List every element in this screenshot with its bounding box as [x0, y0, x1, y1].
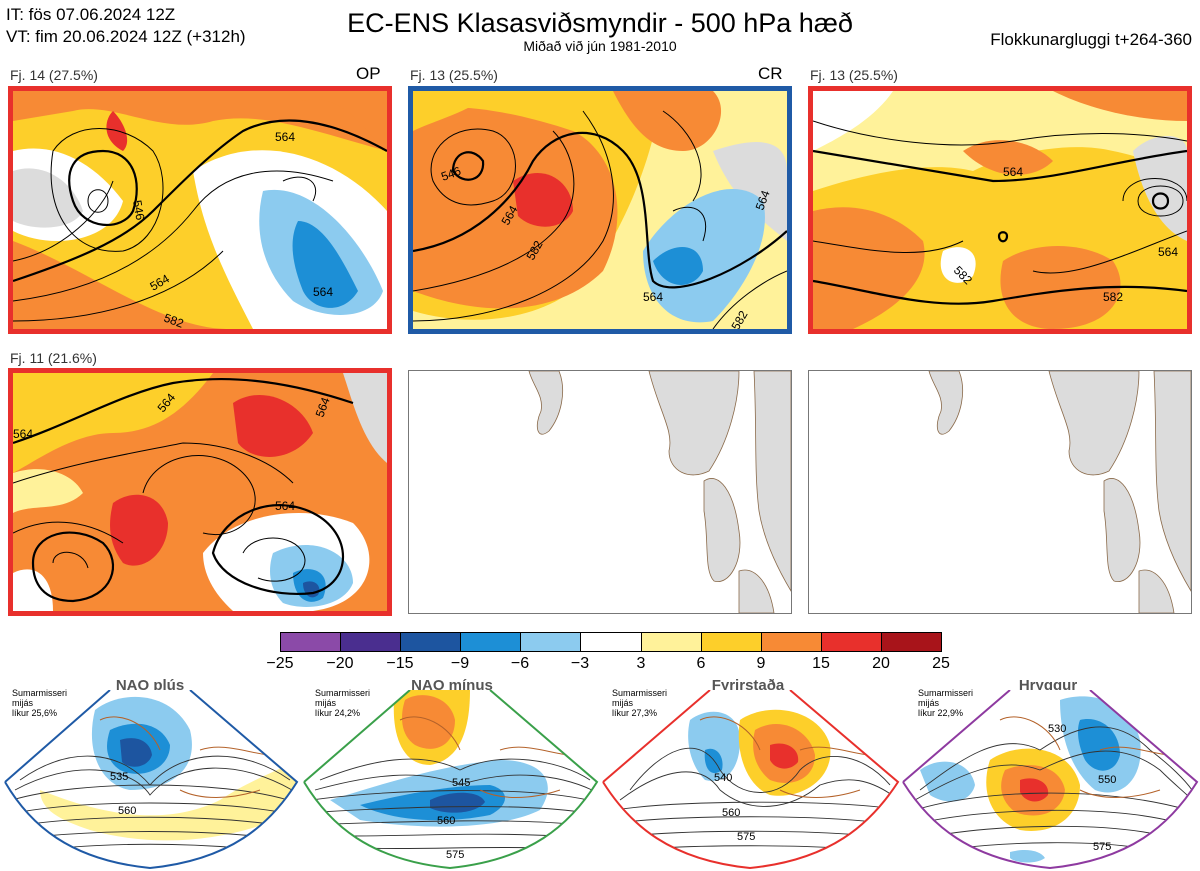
contour-label: 564 [313, 395, 333, 419]
colorbar-tick: −9 [450, 655, 470, 672]
colorbar-tick: 9 [756, 655, 766, 672]
cluster-map-3: 564 564 582 582 [808, 86, 1192, 334]
contour-label: 540 [714, 772, 732, 784]
contour-label: 546 [439, 164, 463, 184]
contour-label: 564 [753, 188, 773, 212]
colorbar [280, 632, 942, 652]
contour-label: 564 [13, 427, 33, 441]
contour-label: 564 [313, 285, 333, 299]
colorbar-segment [281, 633, 342, 651]
colorbar-segment [341, 633, 402, 651]
header-info: IT: fös 07.06.2024 12Z VT: fim 20.06.202… [6, 4, 246, 48]
regime-map-ridge [903, 690, 1197, 868]
contour-label: 560 [722, 807, 740, 819]
empty-map-6 [808, 370, 1192, 614]
regime-prob-blocking: Sumarmisseri mijás líkur 27,3% [612, 688, 668, 718]
contour-label: 546 [130, 199, 147, 221]
panel-2-tag: CR [758, 64, 783, 83]
panel-2-label: Fj. 13 (25.5%) [410, 67, 498, 83]
colorbar-segment [821, 633, 882, 651]
regime-title-nao-plus: NAO plús [115, 677, 185, 694]
contour-label: 564 [275, 499, 295, 513]
regime-prob-ridge: Sumarmisseri mijás líkur 22,9% [918, 688, 974, 718]
contour-label: 582 [162, 311, 186, 329]
regime-maps: 535 560 545 560 575 [4, 690, 1199, 870]
colorbar-segment [701, 633, 762, 651]
colorbar-tick: −20 [326, 655, 354, 672]
contour-label: 575 [1093, 841, 1111, 853]
contour-label: 550 [1098, 774, 1116, 786]
contour-label: 535 [110, 771, 128, 783]
cluster-map-2: 546 564 582 564 564 582 [408, 86, 792, 334]
colorbar-segment [521, 633, 582, 651]
contour-label: 582 [1103, 290, 1123, 304]
colorbar-segment [641, 633, 702, 651]
colorbar-segment [401, 633, 462, 651]
initial-time: IT: fös 07.06.2024 12Z [6, 5, 176, 24]
colorbar-segment [761, 633, 822, 651]
cluster-map-4: 564 564 564 564 [8, 368, 392, 616]
colorbar-tick: −3 [570, 655, 590, 672]
contour-label: 564 [1003, 165, 1023, 179]
colorbar-tick: −25 [266, 655, 294, 672]
colorbar-tick: 15 [812, 655, 830, 672]
contour-label: 564 [275, 130, 295, 144]
contour-label: 560 [437, 815, 455, 827]
regime-title-blocking: Fyrirstaða [711, 677, 785, 694]
cluster-map-1: 546 564 564 564 582 [8, 86, 392, 334]
regime-prob-nao-plus: Sumarmisseri mijás líkur 25,6% [12, 688, 68, 718]
contour-label: 564 [1158, 245, 1178, 259]
classification-window: Flokkunargluggi t+264-360 [990, 30, 1192, 49]
colorbar-segment [881, 633, 942, 651]
panel-1-tag: OP [356, 64, 381, 83]
contour-label: 564 [643, 290, 663, 304]
panel-3-label: Fj. 13 (25.5%) [810, 67, 898, 83]
panel-4-label: Fj. 11 (21.6%) [10, 350, 97, 366]
regime-title-ridge: Hryggur [1018, 677, 1078, 694]
regime-map-nao-plus [5, 690, 297, 868]
regime-prob-nao-minus: Sumarmisseri mijás líkur 24,2% [315, 688, 371, 718]
empty-map-5 [408, 370, 792, 614]
regime-title-nao-minus: NAO mínus [411, 677, 493, 694]
contour-label: 575 [737, 831, 755, 843]
colorbar-segment [581, 633, 642, 651]
colorbar-tick: 25 [932, 655, 950, 672]
page-subtitle: Miðað við jún 1981-2010 [523, 38, 677, 54]
contour-label: 575 [446, 849, 464, 861]
regime-map-nao-minus [304, 690, 597, 868]
colorbar-tick: 6 [696, 655, 706, 672]
valid-time: VT: fim 20.06.2024 12Z (+312h) [6, 27, 246, 46]
panel-1-label: Fj. 14 (27.5%) [10, 67, 98, 83]
colorbar-segment [461, 633, 522, 651]
contour-label: 560 [118, 805, 136, 817]
regime-map-blocking [603, 690, 898, 868]
colorbar-tick: −15 [386, 655, 414, 672]
contour-label: 545 [452, 777, 470, 789]
colorbar-tick: 3 [636, 655, 646, 672]
contour-label: 530 [1048, 723, 1066, 735]
page-title: EC-ENS Klasasviðsmyndir - 500 hPa hæð [347, 8, 853, 38]
colorbar-tick: −6 [510, 655, 530, 672]
colorbar-tick: 20 [872, 655, 890, 672]
